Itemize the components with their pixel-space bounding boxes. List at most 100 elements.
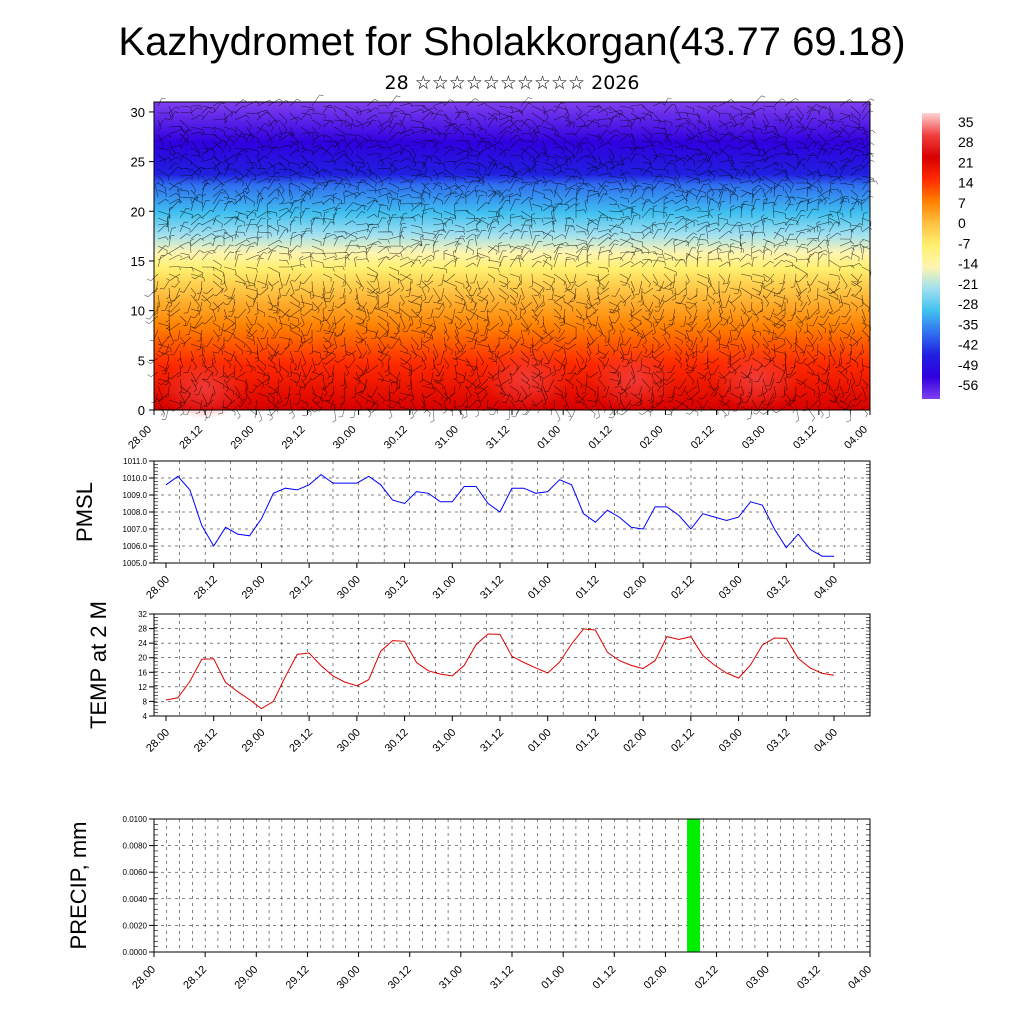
heatmap-x-tick-label: 31.00 — [433, 424, 461, 452]
heatmap-x-tick-label: 28.12 — [177, 424, 205, 452]
heatmap-y-tick-label: 15 — [131, 254, 145, 269]
warm-blob — [161, 357, 248, 420]
precip-x-tick-label: 31.00 — [437, 964, 465, 992]
pmsl-x-tick-label: 02.12 — [669, 574, 697, 602]
temp2m-x-tick-label: 28.00 — [144, 727, 172, 755]
precip-x-tick-label: 30.12 — [386, 964, 414, 992]
pmsl-x-tick-label: 04.00 — [812, 574, 840, 602]
pmsl-x-tick-label: 03.00 — [717, 574, 745, 602]
pmsl-x-tick-label: 28.00 — [144, 574, 172, 602]
precip-grid — [153, 818, 871, 953]
precip-y-tick-label: 0.0040 — [123, 895, 148, 904]
pmsl-x-tick-label: 29.00 — [240, 574, 268, 602]
heatmap-x-tick-label: 01.12 — [586, 424, 614, 452]
pmsl-y-tick-label: 1009.0 — [123, 491, 148, 500]
precip-x-tick-label: 29.00 — [232, 964, 260, 992]
colorbar-label: 28 — [958, 134, 974, 150]
heatmap-y-tick-label: 0 — [138, 403, 145, 418]
colorbar-label: -42 — [958, 337, 978, 353]
precip-y-tick-label: 0.0060 — [123, 868, 148, 877]
colorbar-label: -28 — [958, 296, 978, 312]
colorbar — [922, 113, 940, 399]
precip-x-tick-label: 04.00 — [846, 964, 874, 992]
temp2m-y-tick-label: 4 — [143, 712, 148, 721]
heatmap-y-tick-label: 20 — [131, 204, 145, 219]
precip-x-tick-label: 28.00 — [130, 964, 158, 992]
heatmap-x-tick-label: 03.12 — [791, 424, 819, 452]
colorbar-label: -7 — [958, 235, 971, 251]
temp-axis-label: TEMP at 2 M — [86, 601, 111, 729]
precip-y-tick-label: 0.0100 — [123, 815, 148, 824]
pmsl-y-tick-label: 1007.0 — [123, 525, 148, 534]
colorbar-label: 21 — [958, 154, 974, 170]
temp2m-x-tick-label: 01.12 — [574, 727, 602, 755]
temp2m-y-tick-label: 16 — [138, 668, 147, 677]
pmsl-y-tick-label: 1011.0 — [123, 457, 147, 466]
pmsl-y-tick-label: 1008.0 — [123, 508, 148, 517]
pmsl-series-line — [165, 473, 834, 557]
heatmap-x-tick-label: 30.00 — [331, 424, 359, 452]
precip-x-tick-label: 31.12 — [488, 964, 516, 992]
temp2m-x-tick-label: 01.00 — [526, 727, 554, 755]
pmsl-x-tick-label: 29.12 — [287, 574, 315, 602]
heatmap-x-tick-label: 02.00 — [638, 424, 666, 452]
heatmap-y-tick-label: 10 — [131, 304, 145, 319]
pmsl-y-tick-label: 1005.0 — [123, 559, 148, 568]
precip-axis-label: PRECIP, mm — [66, 822, 91, 950]
temp2m-y-tick-label: 8 — [143, 697, 148, 706]
heatmap-y-tick-label: 30 — [131, 105, 145, 120]
temp2m-y-tick-label: 32 — [138, 610, 147, 619]
pmsl-x-tick-label: 02.00 — [621, 574, 649, 602]
precip-bar — [687, 819, 701, 952]
temp2m-x-tick-label: 30.12 — [383, 727, 411, 755]
colorbar-label: 14 — [958, 175, 974, 191]
temp2m-x-tick-label: 30.00 — [335, 727, 363, 755]
page-subtitle: 28 ☆☆☆☆☆☆☆☆☆☆ 2026 — [384, 72, 640, 94]
precip-x-tick-label: 02.12 — [693, 964, 721, 992]
colorbar-label: -21 — [958, 276, 978, 292]
pmsl-y-tick-label: 1010.0 — [123, 474, 148, 483]
precip-x-tick-label: 01.00 — [539, 964, 567, 992]
warm-blob — [712, 348, 799, 411]
temp2m-y-tick-label: 20 — [138, 654, 147, 663]
pmsl-x-tick-label: 31.00 — [430, 574, 458, 602]
heatmap-x-tick-label: 04.00 — [842, 424, 870, 452]
temp2m-x-tick-label: 02.00 — [621, 727, 649, 755]
temp2m-x-tick-label: 28.12 — [192, 727, 220, 755]
heatmap-x-tick-label: 28.00 — [126, 424, 154, 452]
temp2m-frame — [153, 613, 871, 717]
pmsl-x-tick-label: 03.12 — [764, 574, 792, 602]
pmsl-x-tick-label: 01.00 — [526, 574, 554, 602]
pmsl-x-tick-label: 28.12 — [192, 574, 220, 602]
temp2m-x-tick-label: 04.00 — [812, 727, 840, 755]
colorbar-label: -35 — [958, 316, 978, 332]
temp2m-x-tick-label: 31.12 — [478, 727, 506, 755]
pmsl-x-tick-label: 30.00 — [335, 574, 363, 602]
heatmap-x-tick-label: 03.00 — [740, 424, 768, 452]
precip-y-tick-label: 0.0020 — [123, 921, 148, 930]
colorbar-label: -14 — [958, 256, 978, 272]
colorbar-label: -56 — [958, 377, 978, 393]
pmsl-axis-label: PMSL — [72, 482, 97, 542]
heatmap-x-tick-label: 31.12 — [484, 424, 512, 452]
colorbar-label: 35 — [958, 114, 974, 130]
temp2m-grid — [153, 613, 871, 717]
temp2m-x-tick-label: 29.12 — [287, 727, 315, 755]
temp2m-x-tick-label: 29.00 — [240, 727, 268, 755]
pmsl-grid — [153, 460, 871, 564]
heatmap-y-tick-label: 25 — [131, 155, 145, 170]
precip-x-tick-label: 28.12 — [181, 964, 209, 992]
temp2m-x-tick-label: 31.00 — [430, 727, 458, 755]
temp2m-y-tick-label: 24 — [138, 639, 147, 648]
temp2m-x-tick-label: 03.00 — [717, 727, 745, 755]
heatmap-x-tick-label: 02.12 — [689, 424, 717, 452]
precip-x-tick-label: 02.00 — [642, 964, 670, 992]
heatmap-y-tick-label: 5 — [138, 353, 145, 368]
heatmap-x-tick-label: 01.00 — [535, 424, 563, 452]
colorbar-label: 0 — [958, 215, 966, 231]
temp2m-x-tick-label: 03.12 — [764, 727, 792, 755]
precip-x-tick-label: 01.12 — [590, 964, 618, 992]
pmsl-x-tick-label: 31.12 — [478, 574, 506, 602]
precip-x-tick-label: 03.00 — [744, 964, 772, 992]
